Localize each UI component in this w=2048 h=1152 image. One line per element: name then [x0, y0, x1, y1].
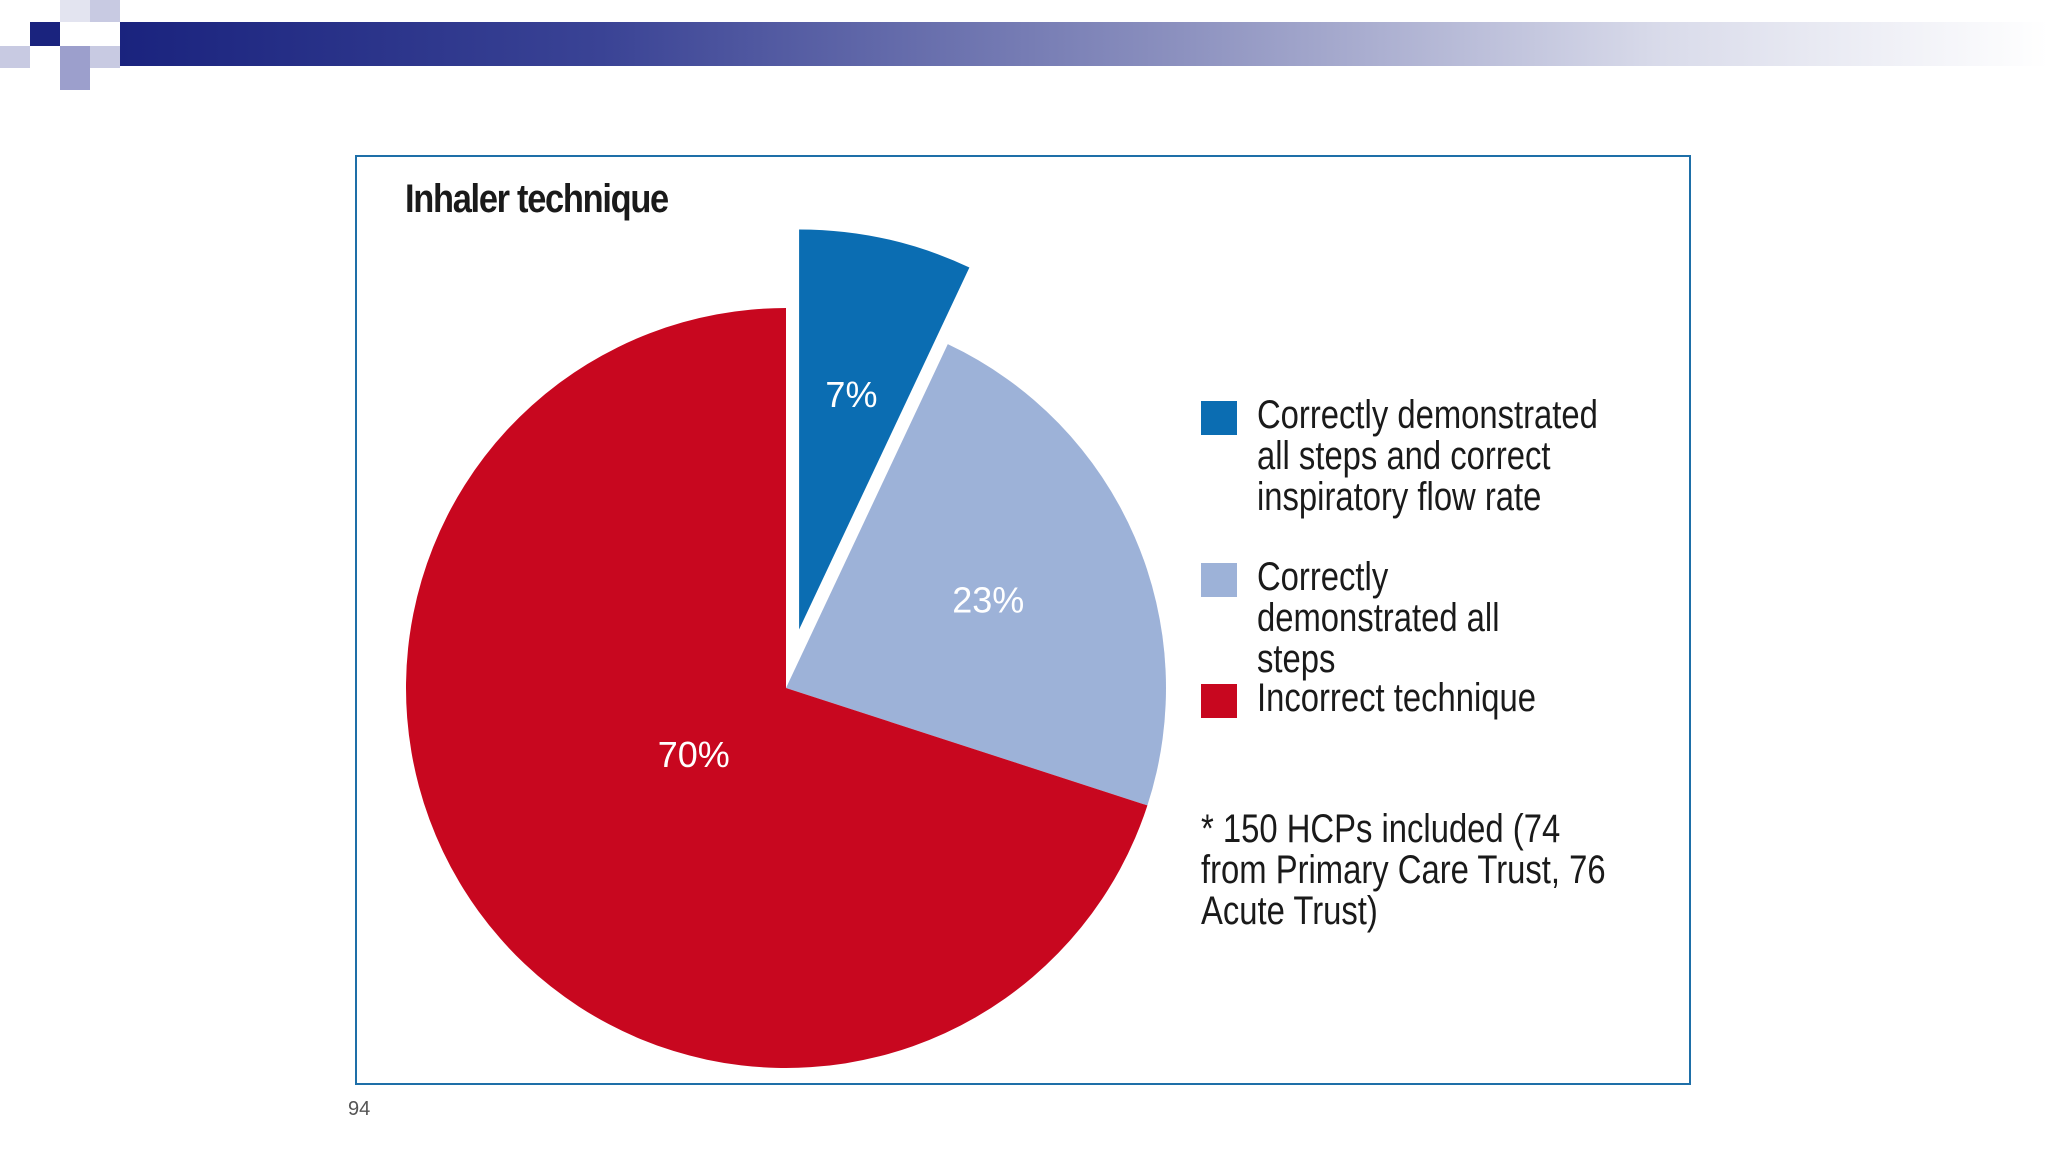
pie-slice [786, 344, 1166, 806]
header-square-decoration [0, 46, 30, 68]
page-number: 94 [348, 1098, 371, 1120]
legend-swatch [1201, 684, 1237, 718]
legend-label: Incorrect technique [1257, 676, 1536, 720]
pie-chart: 7% 23% 70% [406, 229, 1166, 1068]
legend-label: Correctly demonstrated all steps [1257, 555, 1500, 681]
header-gradient-bar [120, 22, 2048, 66]
pie-slice-label: 23% [952, 579, 1024, 620]
chart-frame: Inhaler technique 7% 23% 70% Correctly dem… [355, 155, 1691, 1085]
legend-swatch [1201, 401, 1237, 435]
pie-slice [406, 308, 1148, 1068]
chart-title: Inhaler technique [405, 177, 669, 221]
header-square-decoration [90, 46, 120, 68]
pie-slice-label: 7% [825, 374, 877, 415]
pie-slice-label: 70% [658, 734, 730, 775]
pie-slice [799, 229, 970, 630]
legend-swatch [1201, 563, 1237, 597]
legend-label: Correctly demonstrated all steps and cor… [1257, 393, 1598, 519]
header-square-decoration [60, 0, 90, 22]
header-square-decoration [60, 46, 90, 68]
header-square-decoration [60, 68, 90, 90]
header-square-decoration [90, 0, 120, 22]
chart-footnote: * 150 HCPs included (74 from Primary Car… [1201, 807, 1606, 933]
header-square-decoration [30, 22, 60, 46]
